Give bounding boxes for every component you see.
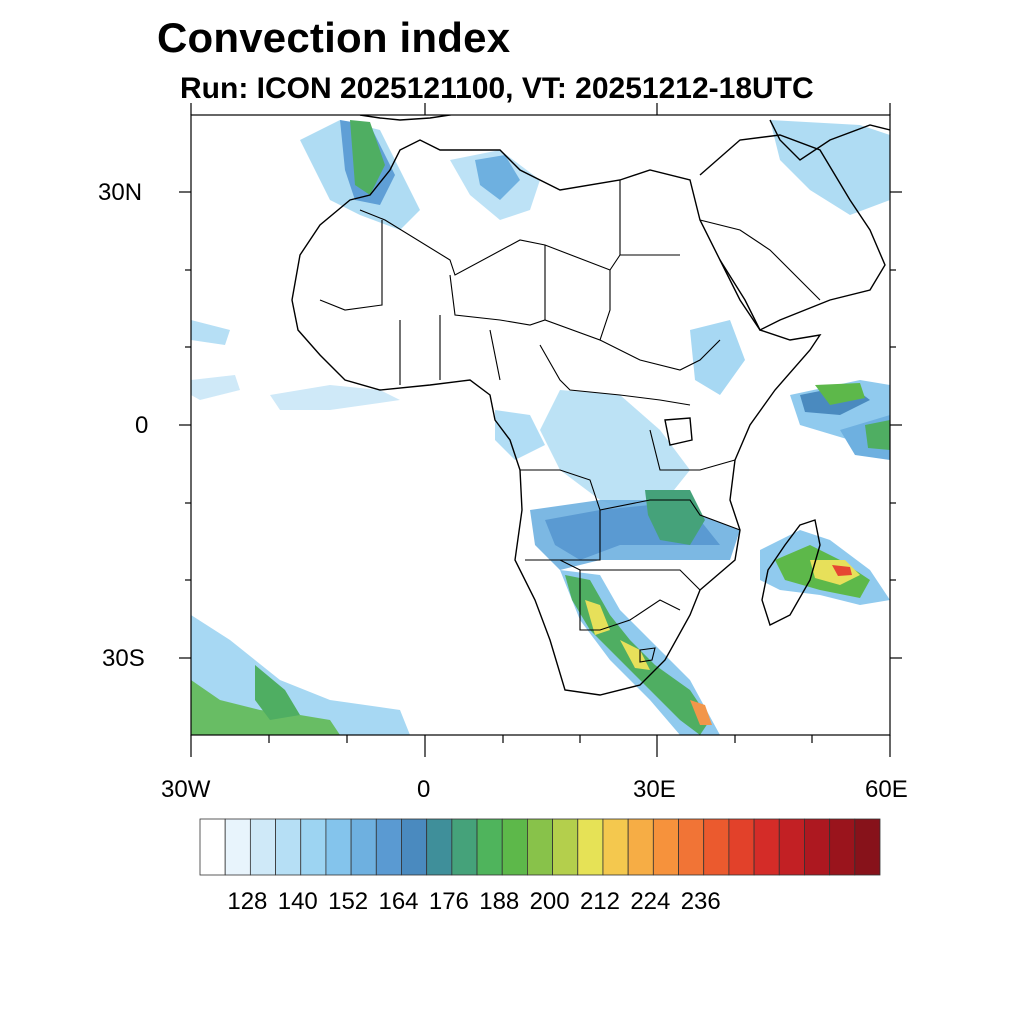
colorbar-swatch (325, 818, 352, 876)
colorbar-swatch (552, 818, 579, 876)
colorbar-swatch (577, 818, 604, 876)
colorbar-swatch (224, 818, 251, 876)
map-border (190, 114, 891, 736)
coast-lake-victoria (664, 417, 693, 446)
colorbar-label: 224 (630, 888, 671, 915)
field-sa-yellow (620, 640, 650, 670)
colorbar-swatch (275, 818, 302, 876)
field-namibia-yellow (585, 600, 610, 635)
lon-label-60e: 60E (865, 776, 908, 803)
lon-label-30e: 30E (633, 776, 676, 803)
colorbar-swatch (728, 818, 755, 876)
colorbar-label: 176 (428, 888, 469, 915)
colorbar-label: 128 (227, 888, 268, 915)
colorbar-swatch (199, 818, 226, 876)
coast-madagascar (761, 519, 821, 626)
colorbar-swatch (401, 818, 428, 876)
field-sw-atlantic (191, 615, 410, 735)
lat-label-30n: 30N (98, 179, 143, 206)
colorbar-swatch (854, 818, 881, 876)
coast-europe (769, 119, 890, 161)
coast-arabia (699, 134, 886, 331)
field-morocco-green (350, 120, 385, 195)
colorbar-label: 212 (579, 888, 620, 915)
field-west-atlantic-2 (191, 375, 240, 400)
colorbar-swatch (350, 818, 377, 876)
coastlines (291, 115, 890, 696)
colorbar-swatch (829, 818, 856, 876)
colorbar-label: 188 (479, 888, 520, 915)
colorbar (199, 818, 881, 876)
colorbar-label: 200 (529, 888, 570, 915)
field-sa-orange (690, 700, 712, 725)
country-borders (319, 180, 821, 663)
field-sw-green-2 (255, 665, 300, 720)
colorbar-label: 140 (277, 888, 318, 915)
colorbar-swatch (375, 818, 402, 876)
field-west-coast (270, 385, 400, 410)
colorbar-swatch (527, 818, 553, 876)
colorbar-swatch (426, 818, 453, 876)
colorbar-swatch (476, 818, 503, 876)
axis-ticks (179, 103, 902, 757)
colorbar-swatch (249, 818, 276, 876)
colorbar-swatch (652, 818, 679, 876)
colorbar-swatch (703, 818, 730, 876)
coast-africa-west (291, 139, 822, 696)
colorbar-label: 152 (328, 888, 369, 915)
convection-field (191, 120, 890, 735)
field-congo (540, 390, 690, 520)
colorbar-swatch (627, 818, 654, 876)
coast-mediterranean (359, 115, 455, 121)
field-gabon (495, 410, 545, 460)
chart-title: Convection index (157, 14, 511, 61)
field-zambia-green (645, 490, 705, 545)
lon-label-30w: 30W (161, 776, 211, 803)
colorbar-swatch (678, 818, 705, 876)
lon-label-0: 0 (417, 776, 431, 803)
field-arabian-green (815, 383, 865, 405)
field-madagascar-red (832, 565, 852, 576)
field-west-atlantic (191, 320, 230, 345)
colorbar-label: 236 (680, 888, 721, 915)
colorbar-swatch (804, 818, 831, 876)
colorbar-swatch (451, 818, 478, 876)
colorbar-swatch (300, 818, 327, 876)
field-sw-green (191, 680, 340, 735)
lat-label-0: 0 (135, 412, 149, 439)
colorbar-swatch (753, 818, 780, 876)
colorbar-swatch (602, 818, 629, 876)
chart-subtitle: Run: ICON 2025121100, VT: 20251212-18UTC (180, 72, 814, 105)
field-tunisia-libya (475, 155, 520, 200)
field-indian-green (865, 420, 890, 450)
field-ethiopia (690, 320, 745, 395)
colorbar-swatch (501, 818, 528, 876)
colorbar-swatch (778, 818, 805, 876)
colorbar-label: 164 (378, 888, 419, 915)
lat-label-30s: 30S (102, 645, 145, 672)
field-madagascar-yellow (810, 560, 860, 585)
